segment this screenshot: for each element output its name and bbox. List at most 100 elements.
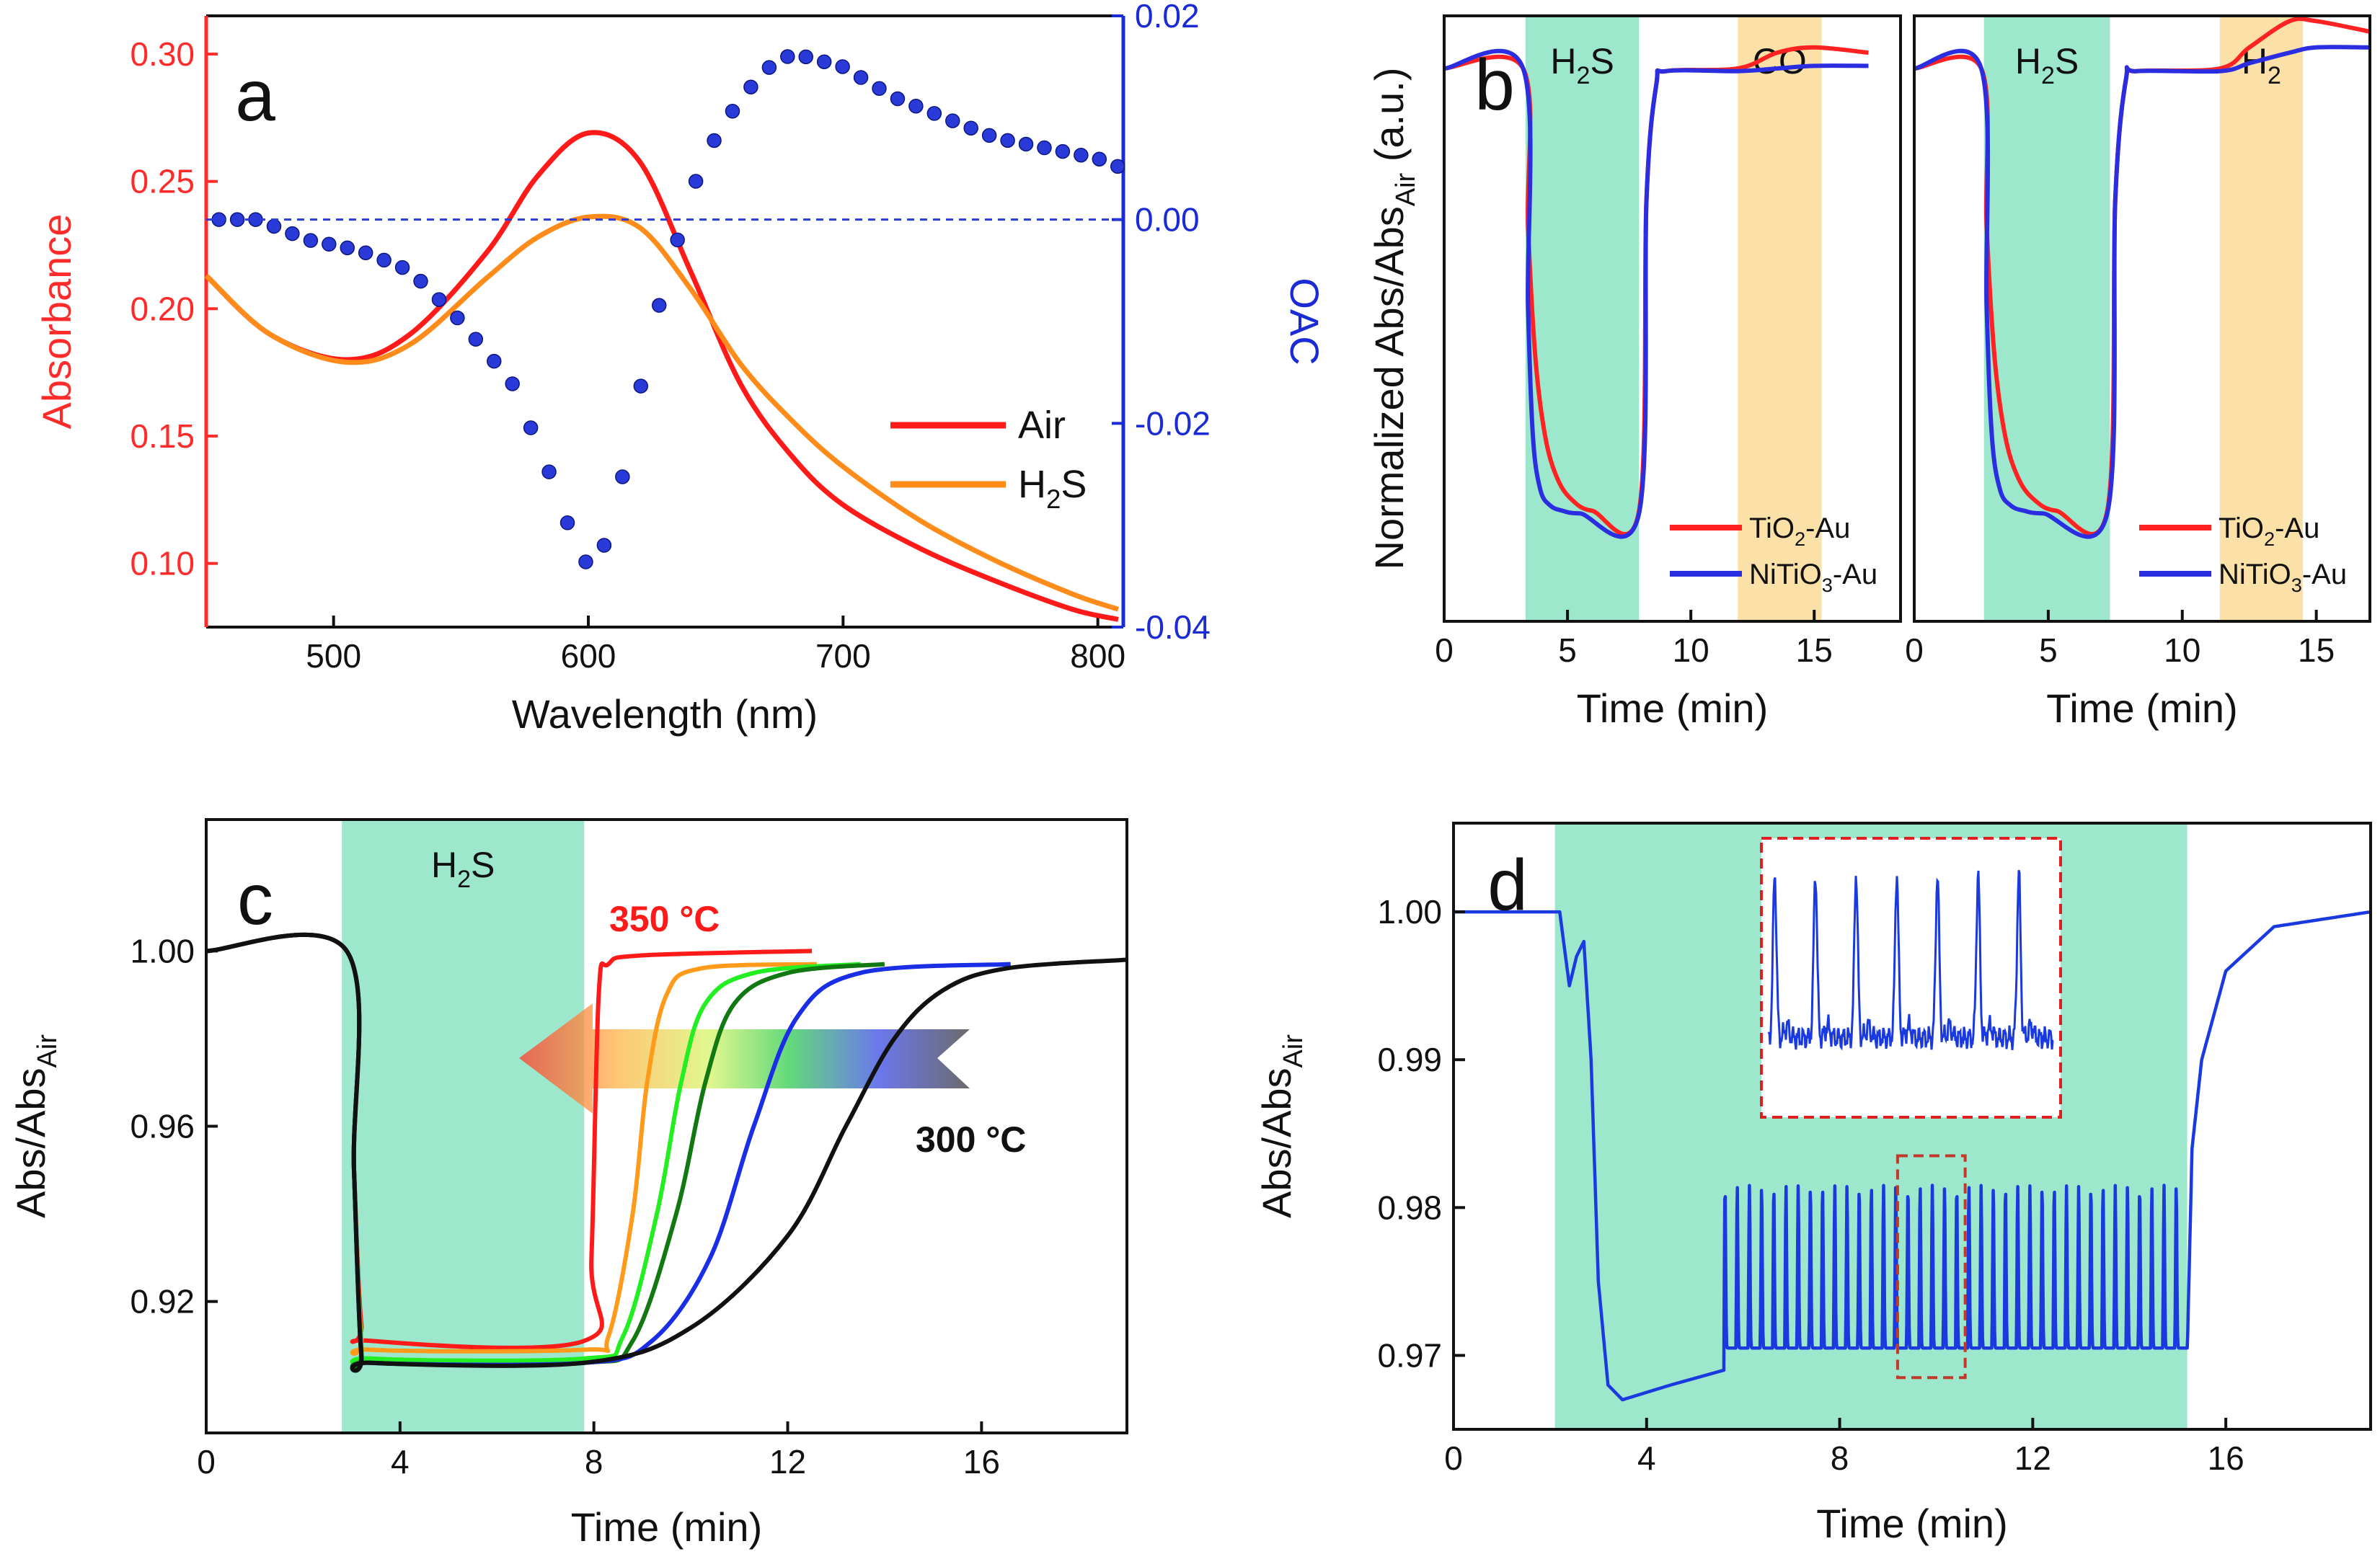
panel-d-inset	[1760, 837, 2062, 1119]
panel-b-region-label-sub: 2	[2041, 62, 2055, 89]
panel-d-frame	[1452, 822, 2372, 1431]
panel-b-legend-tio2-rest: -Au	[1805, 512, 1850, 544]
panel-c-label: c	[237, 859, 273, 940]
panel-a-oac-point	[725, 104, 740, 119]
panel-a-oac-point	[376, 252, 391, 268]
panel-a-xtick-label: 800	[1070, 637, 1125, 675]
panel-b-legend-nitio3-main: NiTiO	[1749, 559, 1822, 590]
panel-b-legend-nitio3-sub: 3	[1822, 574, 1833, 596]
panel-b-region-label-sub: 2	[2268, 62, 2281, 89]
panel-a-y2tick-label: -0.04	[1135, 608, 1211, 646]
panel-a-ytick-label: 0.30	[130, 35, 195, 73]
panel-a-oac-point	[633, 378, 649, 394]
panel-b-1-frame	[1443, 14, 1902, 623]
panel-a-oac-point	[1018, 136, 1034, 152]
panel-a: 500 600 700 800 0.10 0.15 0.20 0.25 0.30 -0.04 -0.…	[34, 0, 1327, 737]
panel-a-oac-point	[340, 240, 355, 256]
panel-b-shade	[2219, 16, 2304, 621]
panel-a-ytick-label: 0.15	[130, 417, 195, 455]
panel-a-oac-point	[559, 515, 575, 531]
panel-a-oac-point	[413, 273, 428, 289]
panel-a-oac-point	[853, 70, 869, 85]
panel-c-ytick-label: 1.00	[130, 932, 195, 969]
panel-c-xtick-label: 4	[391, 1443, 410, 1481]
panel-b-ylabel-sub: Air	[1391, 172, 1421, 206]
panel-b-series-line	[1443, 48, 1869, 539]
panel-b-legend-tio2-sub: 2	[2264, 528, 2275, 550]
panel-a-oac-point	[963, 120, 978, 136]
panel-a-y2tick-label: -0.02	[1135, 404, 1211, 442]
panel-b-2-frame	[1913, 14, 2371, 623]
panel-b-ylabel: Normalized Abs/AbsAir (a.u.)	[1366, 68, 1421, 570]
panel-a-oac-point	[266, 218, 282, 234]
panel-c: H2S 0 4 8 12 16 0.92 0.96 1.00 Time (min) Abs/AbsA…	[8, 820, 1128, 1550]
panel-b-legend-tio2-main: TiO	[1749, 512, 1795, 544]
panel-a-oac-point	[761, 60, 777, 75]
panel-a-oac-point	[487, 353, 502, 369]
panel-b-region-label-main: H	[2015, 41, 2041, 81]
panel-a-xtick-label: 600	[561, 637, 616, 675]
panel-a-oac-point	[1000, 133, 1015, 148]
panel-a-xtick-label: 700	[815, 637, 871, 675]
panel-a-y2tick-label: 0.00	[1135, 201, 1200, 239]
panel-d-xtick-label: 12	[2014, 1439, 2051, 1477]
panel-a-y2label: OAC	[1282, 278, 1327, 365]
panel-d-ytick-label: 0.97	[1377, 1336, 1442, 1374]
panel-b-xlabel: Time (min)	[1577, 685, 1768, 731]
panel-d-xtick-label: 8	[1831, 1439, 1849, 1477]
panel-a-xlabel: Wavelength (nm)	[512, 691, 818, 737]
panel-a-series-line	[204, 130, 1119, 622]
panel-a-legend-h2s-rest: S	[1061, 463, 1087, 506]
panel-a-oac-point	[835, 59, 850, 74]
panel-b-legend-nitio3: NiTiO3-Au	[2218, 559, 2347, 596]
panel-b-shade	[1738, 16, 1822, 621]
panel-d-inset-line	[1767, 869, 2054, 1051]
panel-b-1-xtick-label: 10	[1673, 631, 1709, 669]
panel-a-oac-point	[394, 259, 410, 275]
panel-c-ytick-label: 0.92	[130, 1283, 195, 1320]
panel-b-legend-nitio3-sub: 3	[2291, 574, 2302, 596]
panel-a-oac-point	[651, 298, 667, 313]
panel-c-region-label-main: H	[431, 845, 457, 885]
panel-d-xtick-label: 0	[1444, 1439, 1463, 1477]
panel-b-region-label-rest: S	[1590, 41, 1614, 81]
panel-d-xtick-label: 4	[1637, 1439, 1656, 1477]
panel-a-oac-point	[303, 233, 319, 248]
panel-a-oac-point	[358, 245, 373, 260]
panel-d-series-line	[1452, 910, 2371, 1402]
panel-c-xtick-label: 12	[769, 1443, 806, 1481]
panel-a-oac-point	[1074, 147, 1089, 163]
panel-a-oac-point	[578, 554, 593, 569]
panel-c-ylabel: Abs/AbsAir	[8, 1034, 63, 1218]
panel-c-xtick-label: 8	[585, 1443, 603, 1481]
panel-a-oac-point	[596, 538, 612, 553]
panel-a-oac-point	[945, 113, 960, 128]
panel-b-shade	[1983, 16, 2110, 621]
panel-d: 0 4 8 12 16 0.97 0.98 0.99 1.00 Time (min) Abs/Abs…	[1254, 823, 2371, 1546]
panel-c-ylabel-main: Abs/Abs	[8, 1067, 53, 1218]
panel-c-annotation-350: 350 °C	[609, 899, 720, 939]
panel-b-ylabel-suffix: (a.u.)	[1366, 68, 1412, 173]
panel-d-highlight-box	[1895, 1154, 1967, 1380]
panel-a-ytick-label: 0.25	[130, 163, 195, 200]
panel-d-xlabel: Time (min)	[1816, 1501, 2007, 1546]
panel-a-ytick-label: 0.10	[130, 545, 195, 582]
panel-a-legend-h2s-main: H	[1018, 463, 1046, 506]
panel-d-ytick-label: 0.99	[1377, 1041, 1442, 1078]
panel-a-ylabel: Absorbance	[34, 214, 79, 430]
panel-a-legend-h2s: H2S	[1018, 463, 1087, 514]
panel-b-2-xtick-label: 5	[2039, 631, 2058, 669]
panel-a-oac-point	[688, 174, 704, 189]
panel-a-oac-point	[615, 469, 630, 484]
panel-d-label: d	[1487, 845, 1528, 925]
panel-b-region-label: H2S	[1550, 41, 1614, 89]
panel-c-ytick-label: 0.96	[130, 1108, 195, 1145]
panel-a-oac-point	[1037, 140, 1052, 156]
panel-a-legend-air: Air	[1018, 404, 1066, 447]
panel-a-oac-point	[523, 420, 539, 435]
panel-a-oac-point	[285, 226, 300, 241]
panel-a-series-line	[204, 213, 1120, 612]
panel-a-oac-point	[872, 81, 887, 97]
panel-c-temperature-arrow	[519, 1003, 970, 1114]
